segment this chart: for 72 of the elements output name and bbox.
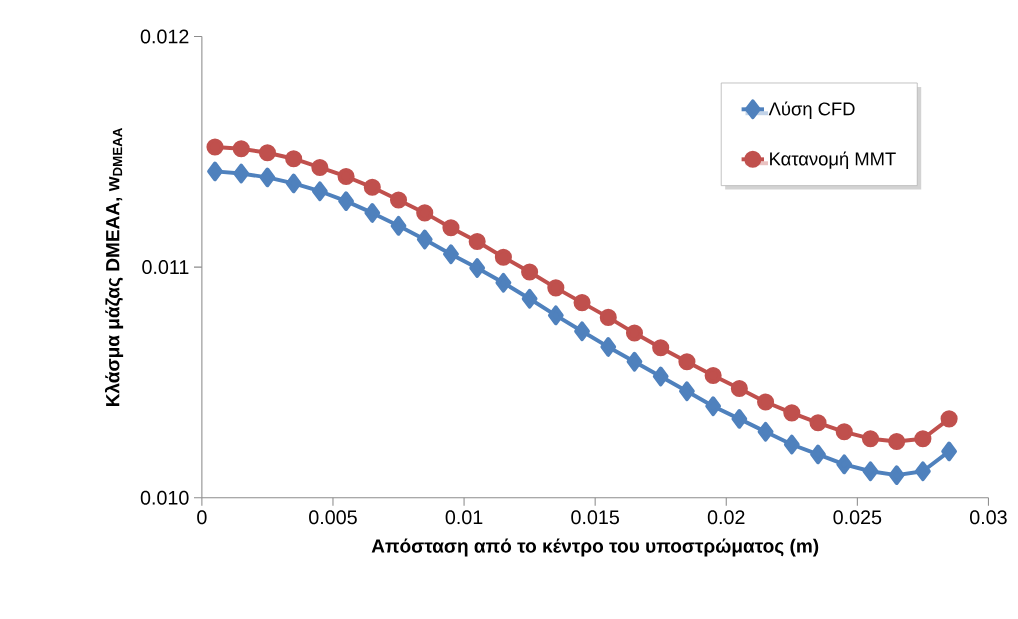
x-tick-label: 0.025 — [833, 510, 882, 525]
point — [730, 379, 748, 397]
point — [941, 441, 957, 462]
point — [888, 432, 906, 451]
point — [416, 229, 433, 250]
point — [469, 258, 486, 278]
point — [285, 173, 302, 194]
point — [259, 167, 276, 188]
x-axis-title: Απόσταση από το κέντρο του υποστρώματος (m) — [371, 538, 819, 557]
point — [258, 144, 276, 162]
point — [232, 140, 250, 158]
point — [810, 444, 826, 465]
point — [704, 366, 722, 385]
point — [416, 204, 434, 222]
point — [443, 244, 459, 265]
y-axis-title: Κλάσμα μάζας DMEAA, w$_{DMEAA}$ — [104, 127, 124, 407]
x-tick-label: 0.02 — [707, 510, 745, 525]
point — [940, 410, 958, 428]
point — [338, 191, 354, 211]
point — [285, 150, 303, 168]
point — [389, 191, 408, 209]
y-tick-label: 0.011 — [142, 260, 189, 275]
point — [731, 409, 748, 429]
point — [599, 308, 617, 326]
point — [679, 381, 695, 402]
point — [888, 465, 905, 485]
x-tick-label: 0.005 — [309, 510, 357, 525]
y-tick-label: 0.010 — [140, 490, 189, 505]
point — [574, 321, 590, 342]
point — [809, 414, 827, 432]
legend-label: Λύση CFD — [768, 101, 855, 120]
point — [783, 404, 801, 422]
point — [626, 351, 643, 372]
point — [311, 158, 329, 177]
point — [468, 232, 486, 251]
point — [652, 366, 669, 387]
point — [783, 434, 800, 455]
point — [363, 178, 381, 196]
point — [547, 305, 564, 326]
point — [652, 339, 670, 357]
point — [678, 353, 696, 371]
point — [311, 181, 328, 202]
point — [207, 161, 223, 182]
point — [494, 248, 512, 266]
point — [625, 324, 644, 342]
point — [233, 163, 250, 184]
x-tick-label: 0.01 — [445, 510, 483, 525]
point — [914, 430, 932, 448]
point — [364, 203, 381, 223]
point — [862, 461, 879, 482]
point — [521, 288, 538, 309]
point — [547, 279, 565, 297]
x-tick-label: 0 — [197, 510, 207, 525]
point — [861, 430, 879, 448]
point — [915, 461, 931, 482]
point — [757, 393, 775, 411]
x-tick-label: 0.015 — [571, 510, 619, 525]
point — [337, 167, 355, 185]
point — [836, 454, 853, 475]
point — [206, 138, 224, 156]
legend-label: Κατανομή MMT — [770, 151, 896, 170]
point — [600, 337, 617, 357]
y-tick-label: 0.012 — [140, 29, 189, 44]
point — [705, 396, 722, 417]
point — [442, 219, 460, 237]
point — [521, 263, 539, 281]
point — [573, 294, 591, 312]
point — [390, 215, 407, 236]
point — [835, 423, 853, 441]
x-tick-label: 0.03 — [970, 510, 1007, 525]
point — [495, 272, 512, 293]
point — [757, 421, 774, 442]
